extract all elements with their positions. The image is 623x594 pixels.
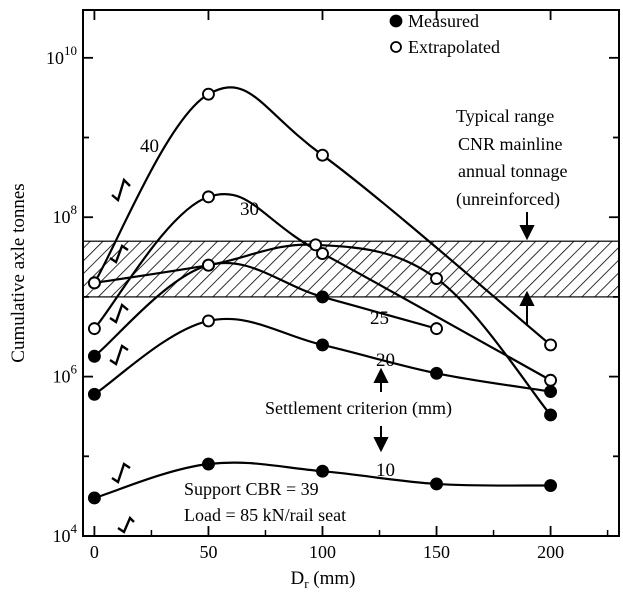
typical-range-line-2: CNR mainline <box>458 134 563 154</box>
extrapolated-point <box>430 322 443 336</box>
support-line-2: Load = 85 kN/rail seat <box>184 505 346 525</box>
measured-point <box>544 408 558 422</box>
axis-break-marks <box>109 177 135 534</box>
series-line-25 <box>93 261 437 358</box>
y-tick-label: 108 <box>53 202 78 227</box>
measured-point <box>87 387 101 401</box>
extrapolated-point <box>87 322 101 336</box>
legend-label-measured: Measured <box>408 11 479 31</box>
series-label-30: 30 <box>240 199 259 220</box>
legend-marker-extrapolated <box>390 41 402 53</box>
measured-point <box>316 464 329 478</box>
measured-point <box>201 457 215 471</box>
extrapolated-point <box>544 373 558 387</box>
series-label-25: 25 <box>370 308 389 329</box>
x-tick-label: 200 <box>537 542 564 562</box>
x-tick-label: 100 <box>309 542 336 562</box>
typical-range-line-1: Typical range <box>456 106 554 126</box>
y-tick-base: 10 <box>53 526 71 546</box>
extrapolated-point <box>201 87 215 101</box>
x-tick-label: 0 <box>90 542 99 562</box>
y-tick-power: 10 <box>64 43 77 58</box>
settlement-label: Settlement criterion (mm) <box>265 398 452 419</box>
measured-point <box>87 491 101 505</box>
extrapolated-point <box>316 247 329 260</box>
x-tick-label: 150 <box>423 542 450 562</box>
legend-label-extrapolated: Extrapolated <box>408 37 500 57</box>
extrapolated-point <box>430 272 443 285</box>
typical-range-line-4: (unreinforced) <box>456 189 560 210</box>
series-label-10: 10 <box>376 460 395 481</box>
x-axis-title-base: D <box>290 568 304 589</box>
y-axis-title: Cumulative axle tonnes <box>8 183 29 362</box>
y-tick-label: 104 <box>53 521 78 546</box>
series-line-20 <box>93 317 551 396</box>
extrapolated-point <box>316 148 329 162</box>
y-tick-base: 10 <box>46 48 64 68</box>
measured-point <box>316 290 329 304</box>
extrapolated-point <box>201 314 215 328</box>
y-tick-base: 10 <box>53 367 71 387</box>
extrapolated-point <box>309 238 323 252</box>
y-tick-label: 1010 <box>46 43 77 68</box>
legend: Measured Extrapolated <box>389 11 500 57</box>
measured-point <box>544 479 558 492</box>
series-label-40: 40 <box>140 136 159 157</box>
measured-point <box>430 477 443 491</box>
measured-point <box>544 385 558 398</box>
extrapolated-point <box>87 276 101 290</box>
y-tick-power: 8 <box>71 202 78 217</box>
series-label-20: 20 <box>376 350 395 371</box>
measured-point <box>87 349 101 363</box>
series-markers <box>87 87 558 505</box>
y-tick-power: 4 <box>71 521 78 536</box>
x-tick-label: 50 <box>199 542 217 562</box>
support-line-1: Support CBR = 39 <box>184 479 319 499</box>
measured-point <box>316 338 329 352</box>
y-tick-power: 6 <box>71 362 78 377</box>
typical-range-line-3: annual tonnage <box>458 161 567 181</box>
typical-range-annotation: Typical range CNR mainline annual tonnag… <box>456 106 567 325</box>
extrapolated-point <box>201 190 215 204</box>
series-line-band-edge <box>94 243 552 416</box>
x-axis-title-sub: r <box>304 576 309 591</box>
series-line-30 <box>93 192 552 382</box>
legend-marker-measured <box>389 14 403 28</box>
y-tick-label: 106 <box>53 362 78 387</box>
series-line-40 <box>93 86 552 346</box>
y-tick-base: 10 <box>53 207 71 227</box>
extrapolated-point <box>544 338 558 352</box>
settlement-annotation: Settlement criterion (mm) <box>265 367 452 453</box>
x-axis-title: Dr (mm) <box>290 568 355 591</box>
x-axis-title-rest: (mm) <box>309 568 356 589</box>
x-axis-ticks: 0 50 100 150 200 <box>90 10 609 562</box>
plot-frame <box>82 9 620 537</box>
extrapolated-point <box>201 258 215 272</box>
measured-point <box>430 366 443 380</box>
